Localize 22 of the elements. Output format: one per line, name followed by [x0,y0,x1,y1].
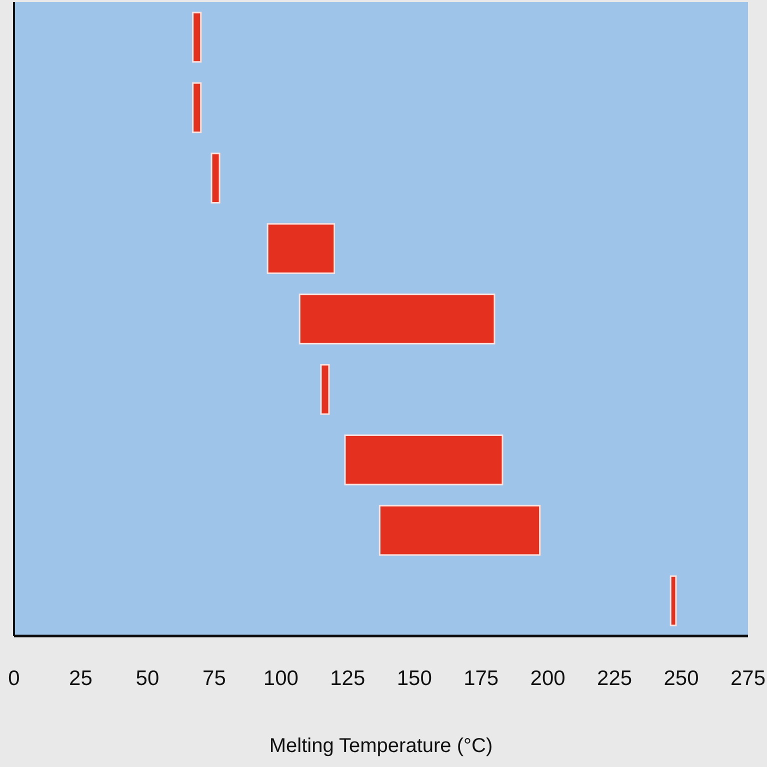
x-tick-label: 175 [464,666,499,690]
bar [192,12,202,63]
bar [670,575,677,626]
bar [210,152,220,204]
x-tick-label: 150 [396,666,432,690]
x-axis-title: Melting Temperature (°C) [269,735,493,757]
x-tick-label: 125 [330,666,366,690]
x-tick-label: 225 [597,666,632,690]
bar [298,294,496,344]
bar [266,223,336,274]
x-tick-label: 25 [69,666,92,690]
x-tick-label: 75 [202,666,226,690]
bar [378,504,541,556]
bar [320,364,330,415]
x-tick-label: 0 [8,666,20,690]
x-tick-label: 100 [263,666,298,690]
x-tick-label: 250 [664,666,699,690]
x-tick-label: 50 [136,666,160,690]
bar [192,82,202,134]
x-tick-label: 200 [530,666,566,690]
bar [344,434,504,486]
x-tick-label: 275 [730,666,766,690]
